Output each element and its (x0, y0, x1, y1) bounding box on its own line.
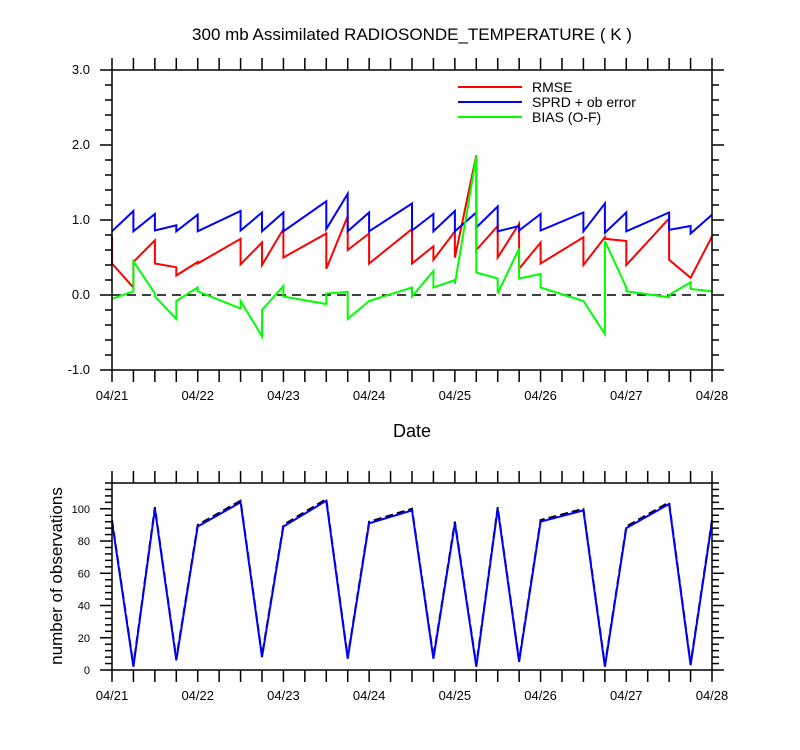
x-tick-label: 04/23 (267, 388, 300, 403)
y-tick-label: 2.0 (72, 137, 90, 152)
y-tick-label: 1.0 (72, 212, 90, 227)
x-tick-label: 04/28 (696, 688, 729, 703)
top-chart-xlabel: Date (393, 421, 431, 441)
x-tick-label: 04/22 (181, 688, 214, 703)
x-tick-label: 04/25 (439, 688, 472, 703)
x-tick-label: 04/21 (96, 688, 129, 703)
y-tick-label: 0 (84, 665, 90, 677)
legend-label: RMSE (532, 79, 572, 95)
bottom-chart: 0 20 40 60 80 100 04/21 04/22 04/23 04/24 04/25 04… (47, 471, 728, 703)
y-tick-label: 3.0 (72, 62, 90, 77)
top-chart-title: 300 mb Assimilated RADIOSONDE_TEMPERATUR… (192, 25, 632, 44)
y-tick-label: 0.0 (72, 287, 90, 302)
series-bias-o-f (111, 156, 713, 340)
series-observations-assimilated (111, 499, 713, 667)
y-tick-label: 60 (78, 568, 90, 580)
y-tick-label: 80 (78, 536, 90, 548)
top-chart: 300 mb Assimilated RADIOSONDE_TEMPERATUR… (68, 25, 729, 441)
x-tick-label: 04/21 (96, 388, 129, 403)
x-tick-label: 04/28 (696, 388, 729, 403)
bottom-chart-ylabel: number of observations (47, 487, 66, 665)
legend-label: BIAS (O-F) (532, 109, 601, 125)
x-tick-label: 04/24 (353, 388, 386, 403)
y-tick-label: -1.0 (68, 362, 90, 377)
x-tick-label: 04/27 (610, 688, 643, 703)
x-tick-label: 04/23 (267, 688, 300, 703)
series-sprd-ob-error (111, 190, 713, 236)
x-tick-label: 04/26 (524, 388, 557, 403)
legend-label: SPRD + ob error (532, 94, 636, 110)
x-tick-label: 04/26 (524, 688, 557, 703)
x-tick-label: 04/22 (181, 388, 214, 403)
series-rmse (111, 155, 713, 291)
y-tick-label: 40 (78, 601, 90, 613)
x-tick-label: 04/25 (439, 388, 472, 403)
y-tick-label: 20 (78, 633, 90, 645)
y-tick-label: 100 (72, 504, 90, 516)
x-tick-label: 04/27 (610, 388, 643, 403)
x-tick-label: 04/24 (353, 688, 386, 703)
